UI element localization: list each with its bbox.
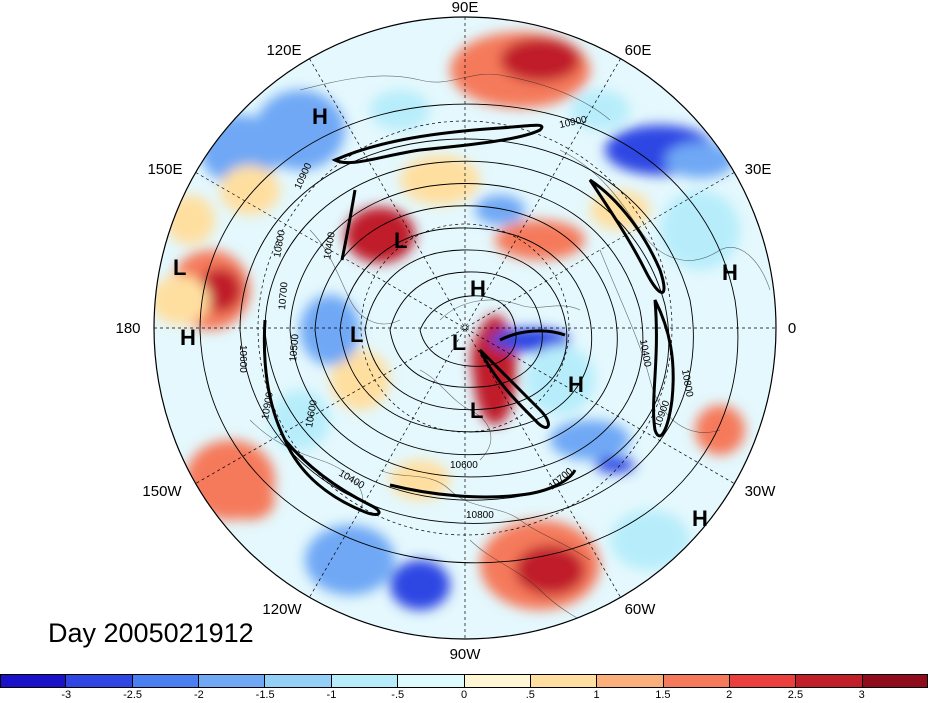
colorbar-tick-labels: -3 -2.5 -2 -1.5 -1 -.5 0 .5 1 1.5 2 2.5 3 (0, 689, 928, 703)
map-boundary (153, 16, 777, 640)
anomaly-patch (495, 220, 585, 260)
anomaly-patch (390, 560, 450, 610)
contour-label: 10600 (450, 460, 478, 471)
colorbar-swatch (796, 674, 863, 688)
graticule (154, 17, 776, 639)
high-pressure-marker: H (180, 325, 196, 350)
colorbar-swatch (398, 674, 465, 688)
colorbar-swatch (530, 674, 598, 688)
pressure-centers: H L L H H L L H L H L H (173, 104, 738, 531)
colorbar-tick-label: 2 (726, 689, 733, 701)
colorbar-swatch (199, 674, 266, 688)
colorbar-swatch (331, 674, 399, 688)
anomaly-patch (515, 545, 585, 595)
lon-label-120w: 120W (262, 601, 302, 618)
contour-label: 10900 (260, 391, 276, 421)
height-contours (199, 103, 739, 564)
lon-label-60e: 60E (625, 42, 652, 59)
contour-label: 10600 (237, 345, 248, 373)
anomaly-patch (525, 345, 595, 415)
anomaly-patch (490, 328, 570, 352)
lon-label-30e: 30E (745, 161, 772, 178)
map-title: Day 2005021912 (48, 618, 254, 648)
anomaly-patch (400, 155, 480, 205)
low-pressure-marker: L (452, 330, 465, 355)
anomaly-patch (165, 195, 215, 245)
anomaly-shading (154, 17, 776, 639)
colorbar-tick-label: -3 (61, 689, 72, 701)
contour-label: 10800 (466, 510, 494, 521)
coastlines (249, 73, 771, 631)
lon-label-0: 0 (788, 320, 796, 337)
lon-label-150w: 150W (142, 483, 182, 500)
colorbar-tick-label: -2.5 (123, 689, 143, 701)
colorbar-swatch (0, 674, 67, 688)
anomaly-patch (610, 510, 690, 570)
colorbar-swatch (862, 674, 928, 688)
colorbar-frame (0, 674, 928, 688)
anomaly-patch (154, 275, 210, 325)
anomaly-patch (475, 195, 525, 225)
anomaly-patch (595, 457, 635, 473)
lon-label-150e: 150E (147, 161, 182, 178)
contour-label: 10600 (304, 399, 320, 429)
anomaly-patch (330, 350, 390, 410)
contour-label: 10400 (637, 339, 653, 369)
anomaly-patch (550, 420, 630, 460)
anomaly-patch (660, 190, 740, 270)
anomaly-patch (570, 90, 630, 130)
colorbar-tick-label: 1.5 (655, 689, 671, 701)
colorbar-swatch (464, 674, 531, 688)
anomaly-patch (270, 390, 330, 450)
colorbar-tick-label: .5 (525, 689, 535, 701)
contour-label: 10800 (272, 229, 288, 259)
colorbar-tick-label: -2 (193, 689, 204, 701)
colorbar-swatch (729, 674, 797, 688)
lon-label-120e: 120E (266, 42, 301, 59)
anomaly-patch (390, 460, 450, 500)
anomaly-patch (220, 165, 280, 215)
lon-label-60w: 60W (625, 601, 657, 618)
anomaly-patch (500, 38, 580, 82)
high-pressure-marker: H (722, 260, 738, 285)
colorbar-tick-label: 3 (858, 689, 865, 701)
anomaly-patch (665, 142, 735, 178)
colorbar-swatch (597, 674, 664, 688)
colorbar-tick-label: 2.5 (787, 689, 804, 701)
anomaly-patch (300, 295, 360, 365)
colorbar-swatch (663, 674, 730, 688)
low-pressure-marker: L (394, 228, 407, 253)
lon-label-90w: 90W (450, 646, 482, 663)
contour-label: 10700 (277, 281, 290, 310)
high-pressure-marker: H (692, 506, 708, 531)
colorbar-tick-label: 1 (593, 689, 600, 701)
colorbar-tick-label: -1.5 (255, 689, 275, 701)
high-pressure-marker: H (312, 104, 328, 129)
contour-label: 10800 (679, 369, 695, 399)
high-pressure-marker: H (470, 276, 486, 301)
contour-label: 10500 (288, 333, 301, 362)
colorbar-swatch (66, 674, 133, 688)
colorbar-tick-label: 0 (460, 689, 468, 701)
colorbar (0, 674, 928, 688)
lon-label-90e: 90E (452, 0, 479, 16)
low-pressure-marker: L (350, 322, 363, 347)
anomaly-patch (350, 222, 390, 258)
lon-label-180: 180 (115, 320, 140, 337)
low-pressure-marker: L (173, 255, 186, 280)
anomaly-patch (225, 480, 275, 520)
low-pressure-marker: L (470, 398, 483, 423)
colorbar-tick-label: -1 (326, 689, 337, 701)
anomaly-patch (305, 525, 395, 595)
high-pressure-marker: H (568, 372, 584, 397)
colorbar-tick-label: -.5 (391, 689, 405, 701)
longitude-labels: 90E 60E 30E 0 30W 60W 90W 120W 150W 180 … (115, 0, 796, 663)
colorbar-swatch (132, 674, 200, 688)
colorbar-swatch (265, 674, 332, 688)
lon-label-30w: 30W (745, 483, 777, 500)
contour-label: 10400 (322, 231, 338, 261)
